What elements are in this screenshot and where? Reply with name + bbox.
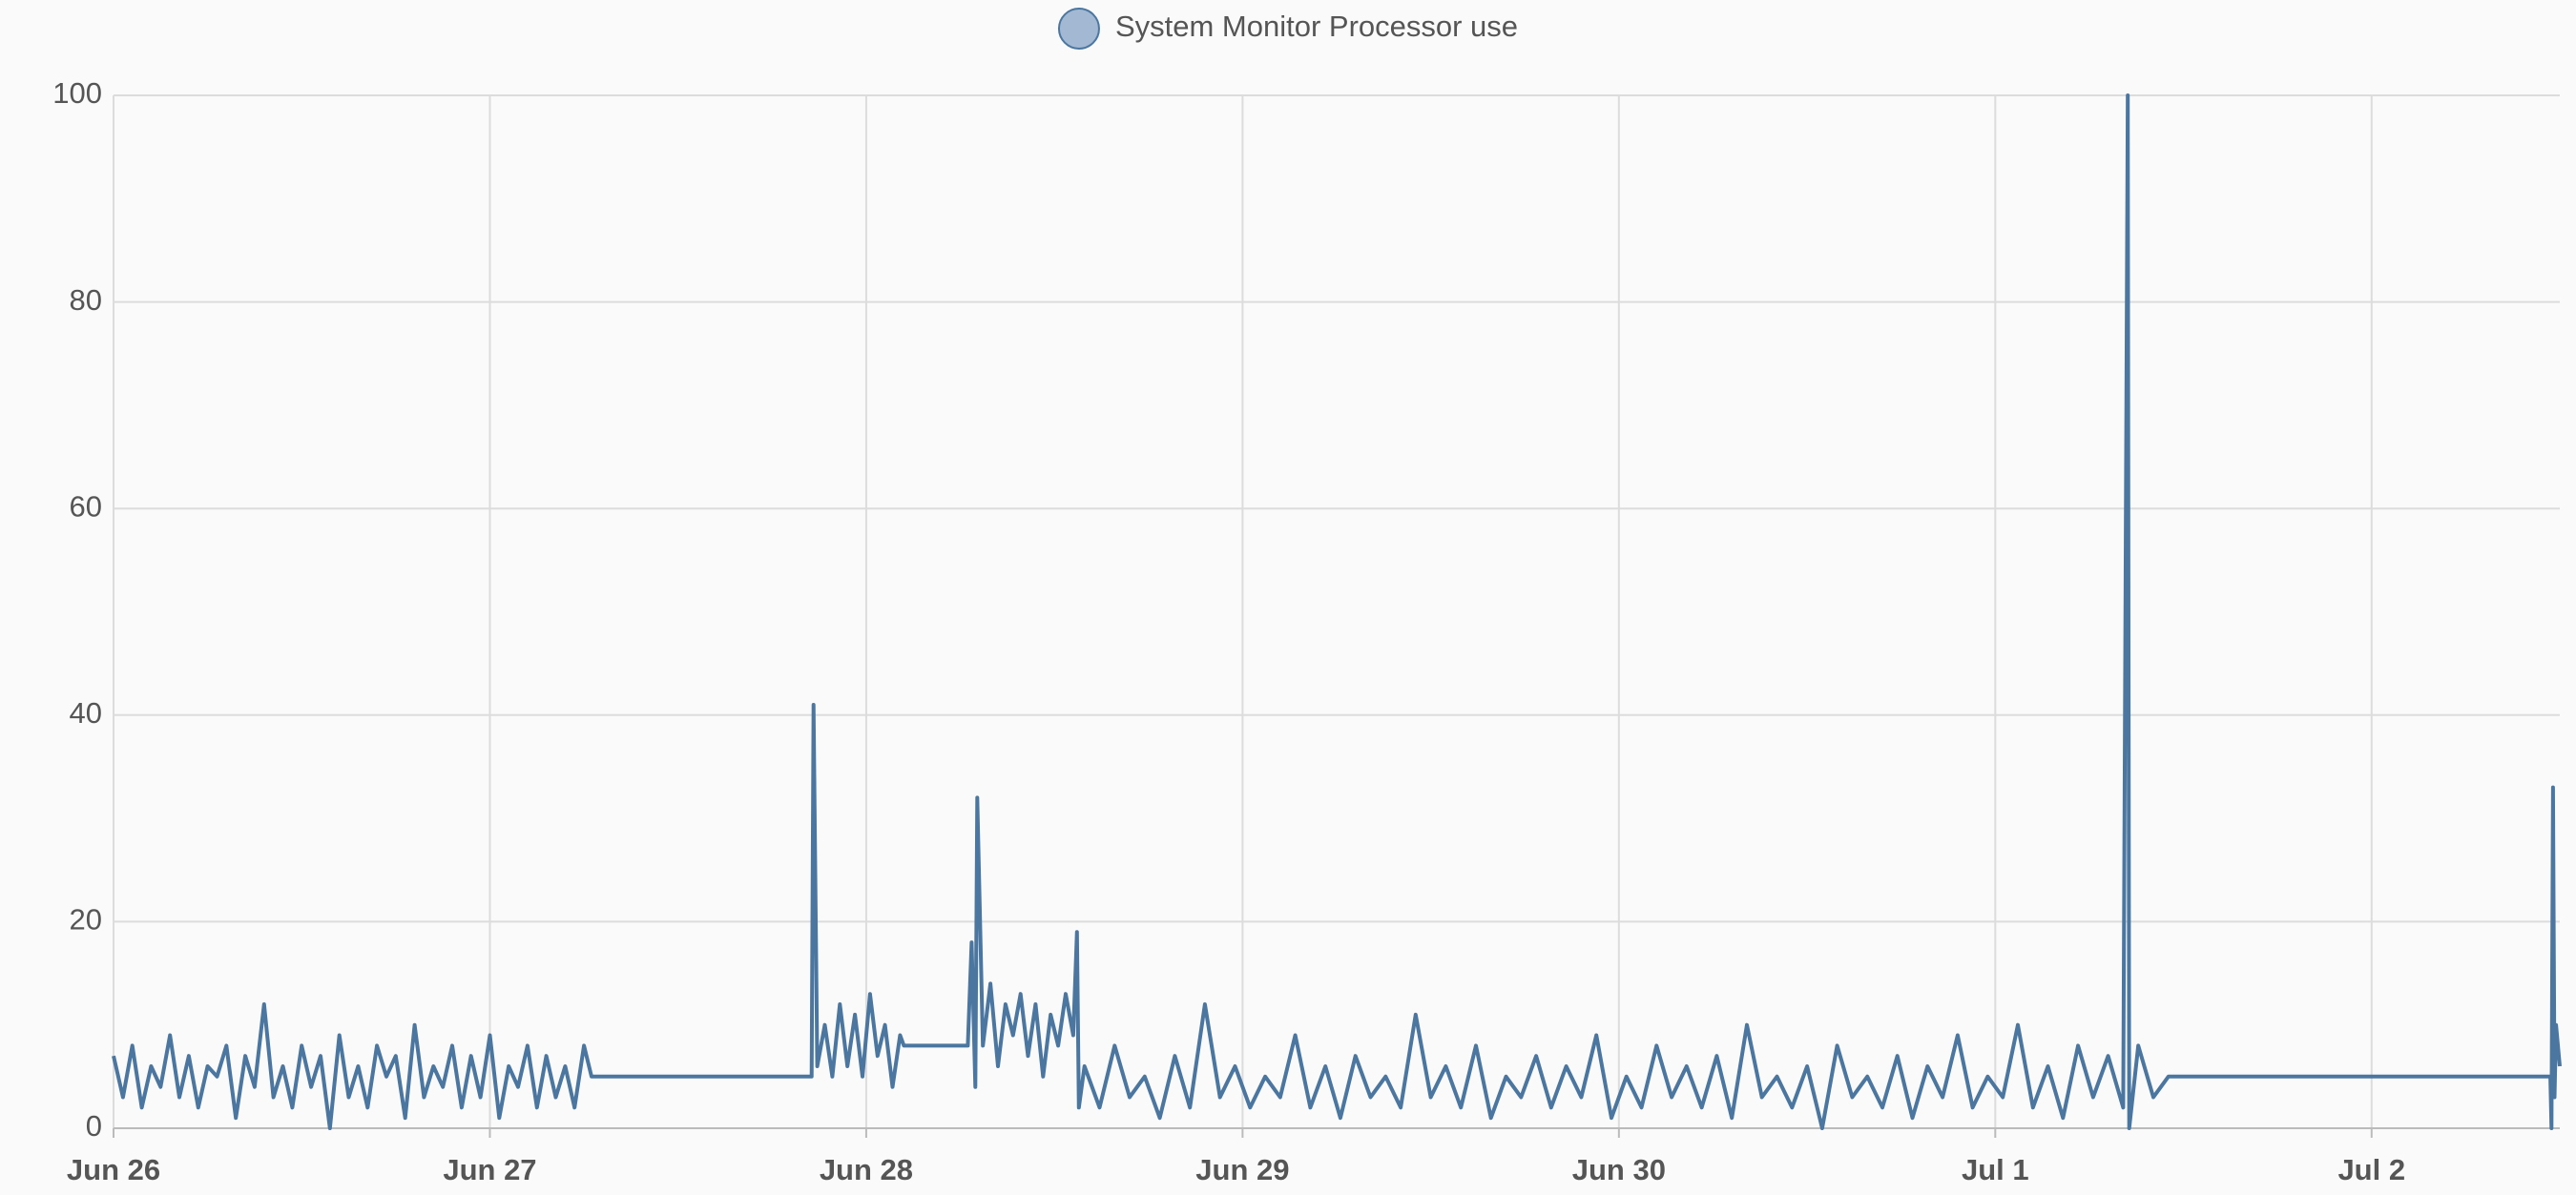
data-line <box>112 93 2562 1130</box>
legend-marker <box>1057 8 1100 50</box>
x-tick-label: Jun 28 <box>820 1153 913 1186</box>
x-tick-label: Jun 30 <box>1572 1153 1666 1186</box>
y-tick-label: 100 <box>52 76 102 110</box>
y-tick-label: 80 <box>70 283 102 317</box>
legend-label: System Monitor Processor use <box>1115 10 1518 43</box>
x-tick-label: Jun 27 <box>443 1153 536 1186</box>
y-tick-label: 20 <box>70 903 102 937</box>
x-tick-label: Jul 2 <box>2337 1153 2405 1186</box>
x-tick-label: Jul 1 <box>1962 1153 2029 1186</box>
x-tick-label: Jun 26 <box>67 1153 160 1186</box>
y-tick-label: 40 <box>70 696 102 730</box>
y-tick-label: 60 <box>70 489 102 523</box>
y-tick-label: 0 <box>86 1109 102 1143</box>
x-tick-label: Jun 29 <box>1195 1153 1289 1186</box>
